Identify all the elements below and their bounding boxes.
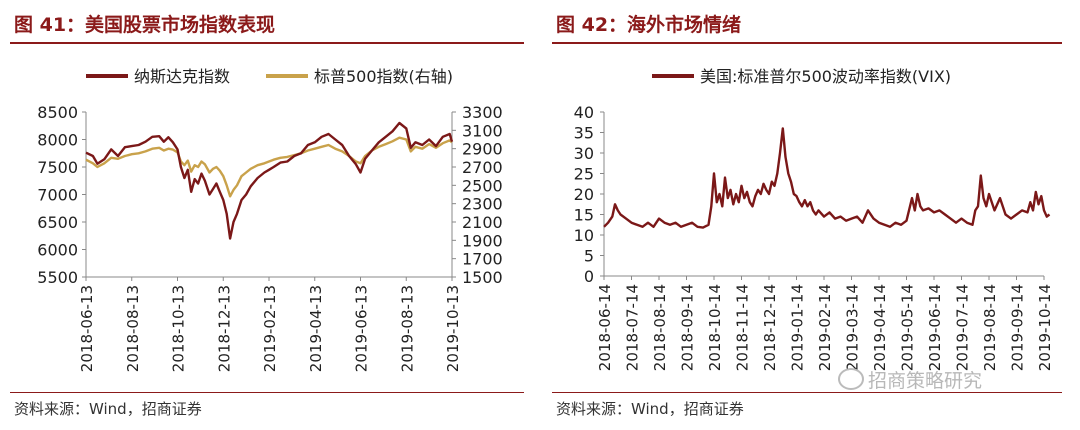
y-right-tick-label: 2700 xyxy=(462,158,503,177)
series-line-vix xyxy=(603,127,1051,229)
us-stock-indices-chart: 5500 6000 6500 7000 7500 8000 8500 150017001900… xyxy=(37,67,503,372)
y-tick-label: 0 xyxy=(584,267,594,286)
series-line-nasdaq xyxy=(85,121,454,240)
legend-label: 标普500指数(右轴) xyxy=(314,67,453,86)
x-tick-label: 2019-09-14 xyxy=(1009,284,1027,371)
y-right-tick-label: 1700 xyxy=(462,250,503,269)
y-right-tick-label: 1500 xyxy=(462,268,503,287)
x-tick-label: 2019-01-14 xyxy=(789,284,807,371)
y-left-tick-label: 6000 xyxy=(37,241,78,260)
y-tick-label: 30 xyxy=(574,144,594,163)
x-tick-label: 2019-02-13 xyxy=(261,285,279,372)
y-tick-label: 25 xyxy=(574,165,594,184)
y-left-tick-label: 7500 xyxy=(37,158,78,177)
x-tick-label: 2019-10-13 xyxy=(444,285,462,372)
x-tick-label: 2018-09-14 xyxy=(679,284,697,371)
figure-title: 图 42：海外市场情绪 xyxy=(556,14,742,36)
x-tick-label: 2019-08-13 xyxy=(398,285,416,372)
source-divider xyxy=(552,392,1062,393)
y-left-tick-label: 8000 xyxy=(37,131,78,150)
source-note: 资料来源：Wind，招商证券 xyxy=(556,400,744,418)
x-tick-label: 2019-02-14 xyxy=(816,284,834,371)
x-tick-label: 2019-08-14 xyxy=(981,284,999,371)
x-tick-label: 2018-12-14 xyxy=(761,284,779,371)
title-divider xyxy=(552,42,1062,44)
y-right-tick-label: 3100 xyxy=(462,121,503,140)
panel-us-stock-indices: 图 41：美国股票市场指数表现 5500 6000 6500 7000 7500 8000… xyxy=(0,0,530,430)
y-tick-label: 10 xyxy=(574,226,594,245)
panel-overseas-sentiment: 图 42：海外市场情绪 0 5 10 15 20 25 30 35 40 2018-06-14 20… xyxy=(552,0,1080,430)
x-tick-label: 2019-03-14 xyxy=(844,284,862,371)
y-tick-label: 20 xyxy=(574,185,594,204)
x-tick-label: 2018-08-14 xyxy=(651,284,669,371)
x-tick-label: 2018-06-14 xyxy=(596,284,614,371)
x-tick-label: 2019-04-14 xyxy=(871,284,889,371)
y-left-tick-label: 6500 xyxy=(37,213,78,232)
watermark-text: 招商策略研究 xyxy=(868,370,983,392)
watermark: 招商策略研究 xyxy=(838,366,982,393)
y-left-tick-label: 8500 xyxy=(37,103,78,122)
wechat-icon xyxy=(838,368,864,390)
x-tick-label: 2019-10-14 xyxy=(1036,284,1054,371)
y-right-tick-label: 1900 xyxy=(462,231,503,250)
x-tick-label: 2019-06-14 xyxy=(926,284,944,371)
legend-label: 纳斯达克指数 xyxy=(134,67,230,86)
title-divider xyxy=(10,42,524,44)
x-tick-label: 2018-12-13 xyxy=(215,285,233,372)
y-right-tick-label: 2500 xyxy=(462,176,503,195)
y-right-tick-label: 2100 xyxy=(462,213,503,232)
y-tick-label: 15 xyxy=(574,206,594,225)
y-right-tick-label: 2900 xyxy=(462,140,503,159)
y-tick-label: 40 xyxy=(574,103,594,122)
x-tick-label: 2019-07-14 xyxy=(954,284,972,371)
figure-title: 图 41：美国股票市场指数表现 xyxy=(14,14,276,36)
x-tick-label: 2018-10-14 xyxy=(706,284,724,371)
x-tick-label: 2018-07-14 xyxy=(624,284,642,371)
x-tick-label: 2018-10-13 xyxy=(170,285,188,372)
y-right-tick-label: 3300 xyxy=(462,103,503,122)
y-tick-label: 5 xyxy=(584,247,594,266)
source-note: 资料来源：Wind，招商证券 xyxy=(14,400,202,418)
source-divider xyxy=(10,392,524,393)
y-left-tick-label: 7000 xyxy=(37,186,78,205)
x-tick-label: 2019-06-13 xyxy=(353,285,371,372)
x-tick-label: 2018-08-13 xyxy=(124,285,142,372)
series-line-sp500 xyxy=(85,136,453,198)
x-tick-label: 2019-05-14 xyxy=(899,284,917,371)
y-right-tick-label: 2300 xyxy=(462,195,503,214)
x-tick-label: 2018-06-13 xyxy=(78,285,96,372)
x-tick-label: 2019-04-13 xyxy=(307,285,325,372)
x-tick-label: 2018-11-14 xyxy=(734,284,752,371)
y-left-tick-label: 5500 xyxy=(37,268,78,287)
y-tick-label: 35 xyxy=(574,124,594,143)
legend-label: 美国:标准普尔500波动率指数(VIX) xyxy=(700,67,951,86)
